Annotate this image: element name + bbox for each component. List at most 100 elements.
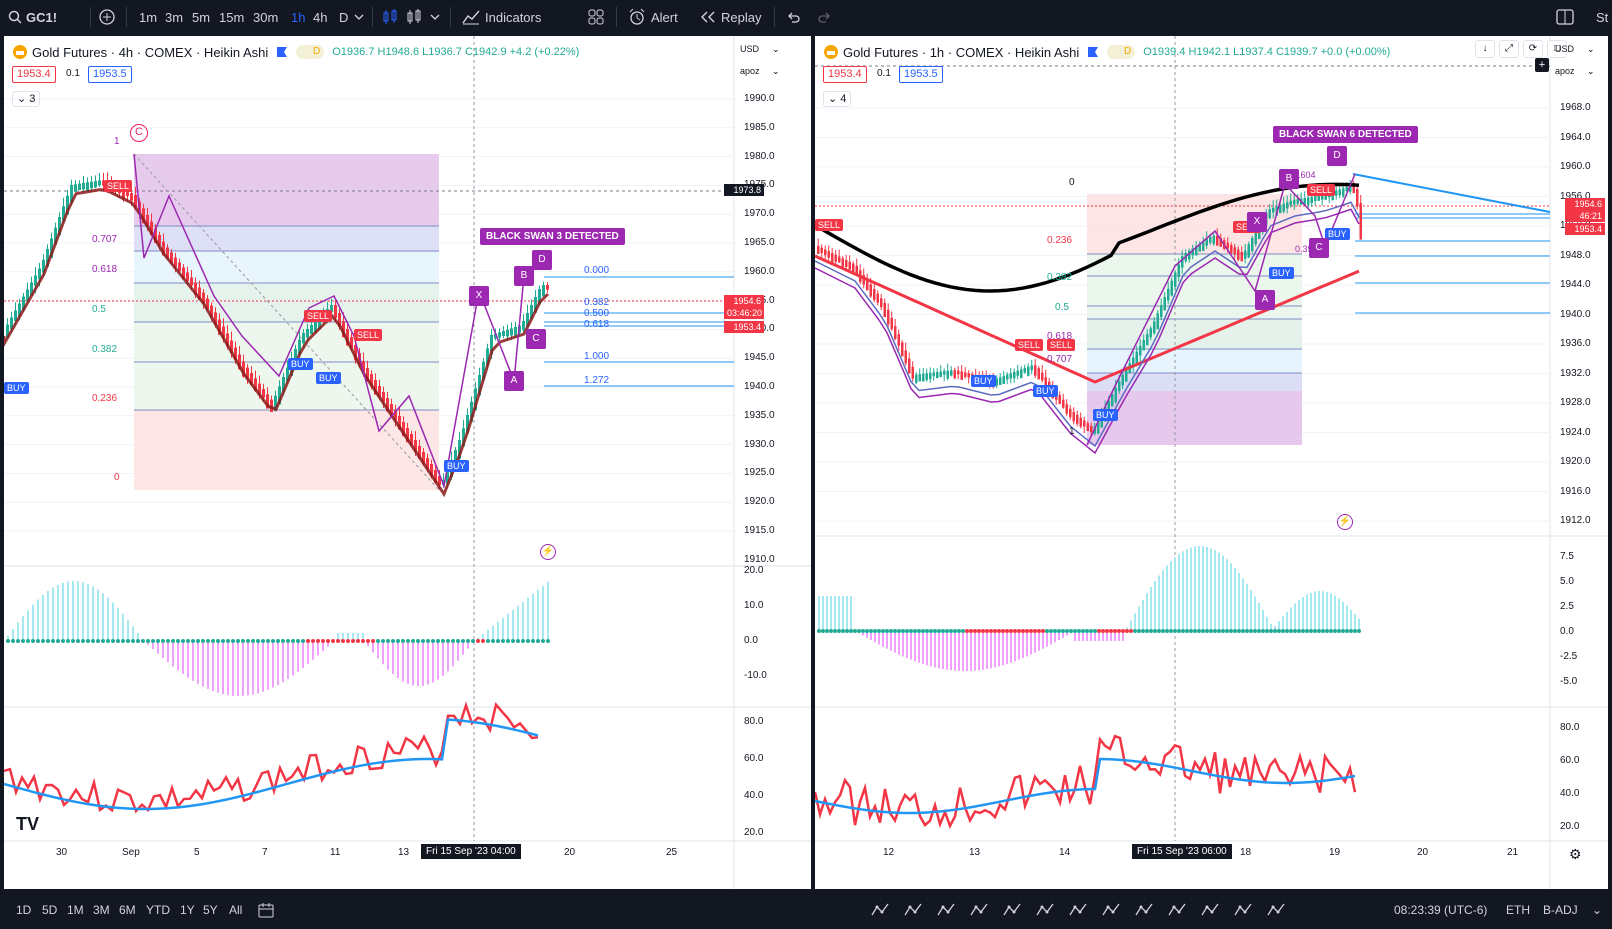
candle-body [226,333,229,347]
timeframe-4h[interactable]: 4h [313,9,328,25]
chevron-down-icon[interactable]: ⌄ [772,66,780,76]
sync-icon[interactable]: ⟳ [1523,40,1543,58]
bottom-tool-dots-icon[interactable] [870,891,890,929]
candle-body [936,371,939,379]
range-1y[interactable]: 1Y [180,903,195,917]
rsi-tick: 60.0 [744,753,764,764]
candle-body [306,329,309,338]
replay-button[interactable]: Replay [700,0,761,34]
indicators-button[interactable]: Indicators [462,0,541,34]
bottom-tool-menu-icon[interactable] [1266,891,1286,929]
buy-price-badge[interactable]: 1953.5 [899,66,943,83]
bottom-tool-fib-icon[interactable] [969,891,989,929]
chart-canvas-left[interactable] [4,36,811,889]
price-tick: 1935.0 [744,409,775,421]
timeframe-dropdown[interactable] [354,0,364,34]
timeframe-3m[interactable]: 3m [165,9,184,25]
range-6m[interactable]: 6M [119,903,136,917]
redo-button[interactable] [818,0,832,34]
candle-body [342,321,345,338]
alert-button[interactable]: Alert [628,0,678,34]
flag-icon[interactable] [276,46,288,58]
range-ytd[interactable]: YTD [146,903,170,917]
lightning-icon[interactable]: ⚡ [540,544,556,560]
add-plus-icon[interactable]: + [1535,58,1549,72]
arrow-down-icon[interactable]: ↓ [1475,40,1495,58]
scale-mode-label[interactable]: apoz [740,66,760,76]
candle-body [26,289,29,301]
macd-signal-dot [1145,629,1149,633]
bottom-tool-channel-icon[interactable] [1200,891,1220,929]
chart-type-dropdown[interactable] [430,0,440,34]
sell-price-badge[interactable]: 1953.4 [823,66,867,83]
candle-body [1233,247,1236,255]
chart-panel-right[interactable]: Gold Futures · 1h · COMEX · Heikin Ashi … [815,36,1608,889]
chart-canvas-right[interactable] [815,36,1608,889]
scale-mode-label[interactable]: apoz [1555,66,1575,76]
session-toggle[interactable]: ETH [1506,903,1530,917]
bottom-tool-cycle-icon[interactable] [1167,891,1187,929]
expand-icon[interactable]: ⤢ [1499,40,1519,58]
currency-label[interactable]: USD [1555,44,1575,54]
chevron-down-icon[interactable]: ⌄ [772,44,780,54]
bottom-tool-xabcd-icon[interactable] [1134,891,1154,929]
candle-body [426,458,429,469]
bottom-tool-ray-icon[interactable] [1035,891,1055,929]
undo-button[interactable] [786,0,800,34]
timeframe-5m[interactable]: 5m [192,9,211,25]
range-1d[interactable]: 1D [16,903,32,917]
flag-icon[interactable] [1087,46,1099,58]
candle-body [1244,250,1247,259]
bar-type-button[interactable] [406,0,422,34]
macd-tick: 20.0 [744,565,764,576]
bottom-tool-harmonic-icon[interactable] [936,891,956,929]
macd-signal-dot [1161,629,1165,633]
chevron-icon[interactable]: ⌄ [1592,903,1603,917]
macd-signal-dot [451,639,455,643]
timeframe-1m[interactable]: 1m [139,9,158,25]
macd-signal-dot [381,639,385,643]
symbol-search[interactable]: GC1! [8,0,57,34]
bottom-tool-pitchfork-icon[interactable] [1068,891,1088,929]
range-1m[interactable]: 1M [67,903,84,917]
sell-price-badge[interactable]: 1953.4 [12,66,56,83]
bottom-tool-range-icon[interactable] [1233,891,1253,929]
gear-icon[interactable]: ⚙ [1569,846,1582,862]
pattern-c-marker[interactable]: C [130,124,148,142]
timeframe-d[interactable]: D [339,9,349,25]
currency-label[interactable]: USD [740,44,760,54]
range-5y[interactable]: 5Y [203,903,218,917]
range-5d[interactable]: 5D [42,903,58,917]
clock-label[interactable]: 08:23:39 (UTC-6) [1394,903,1488,917]
bottom-tool-horizontal-line-icon[interactable] [1002,891,1022,929]
bottom-tool-trend-line-icon[interactable] [1101,891,1121,929]
indicator-collapse[interactable]: ⌄ 3 [12,91,41,107]
indicator-collapse[interactable]: ⌄ 4 [823,91,852,107]
layout-button[interactable] [1556,0,1574,34]
macd-signal-dot [81,639,85,643]
chart-type-button[interactable] [382,0,398,34]
lightning-icon[interactable]: ⚡ [1337,514,1353,530]
templates-button[interactable] [588,0,604,34]
account-label[interactable]: St [1596,9,1609,25]
candle-body [350,337,353,349]
time-axis-label: Sep [122,847,140,858]
fullscreen-icon[interactable]: □ [1547,40,1567,58]
chart-panel-left[interactable]: Gold Futures · 4h · COMEX · Heikin Ashi … [4,36,811,889]
date-range-button[interactable] [258,891,274,929]
range-3m[interactable]: 3M [93,903,110,917]
bottom-tool-pattern-icon[interactable] [903,891,923,929]
timeframe-15m[interactable]: 15m [219,9,245,25]
timeframe-1h[interactable]: 1h [291,9,306,25]
price-tick: 1916.0 [1560,485,1591,497]
tradingview-logo[interactable]: TV [16,814,40,834]
compare-button[interactable] [98,0,116,34]
chevron-down-icon[interactable]: ⌄ [1587,44,1595,54]
candle-body [827,251,830,258]
macd-signal-dot [1197,629,1201,633]
chevron-down-icon[interactable]: ⌄ [1587,66,1595,76]
timeframe-30m[interactable]: 30m [253,9,279,25]
range-all[interactable]: All [229,903,243,917]
adjustment-toggle[interactable]: B-ADJ [1543,903,1578,917]
buy-price-badge[interactable]: 1953.5 [88,66,132,83]
